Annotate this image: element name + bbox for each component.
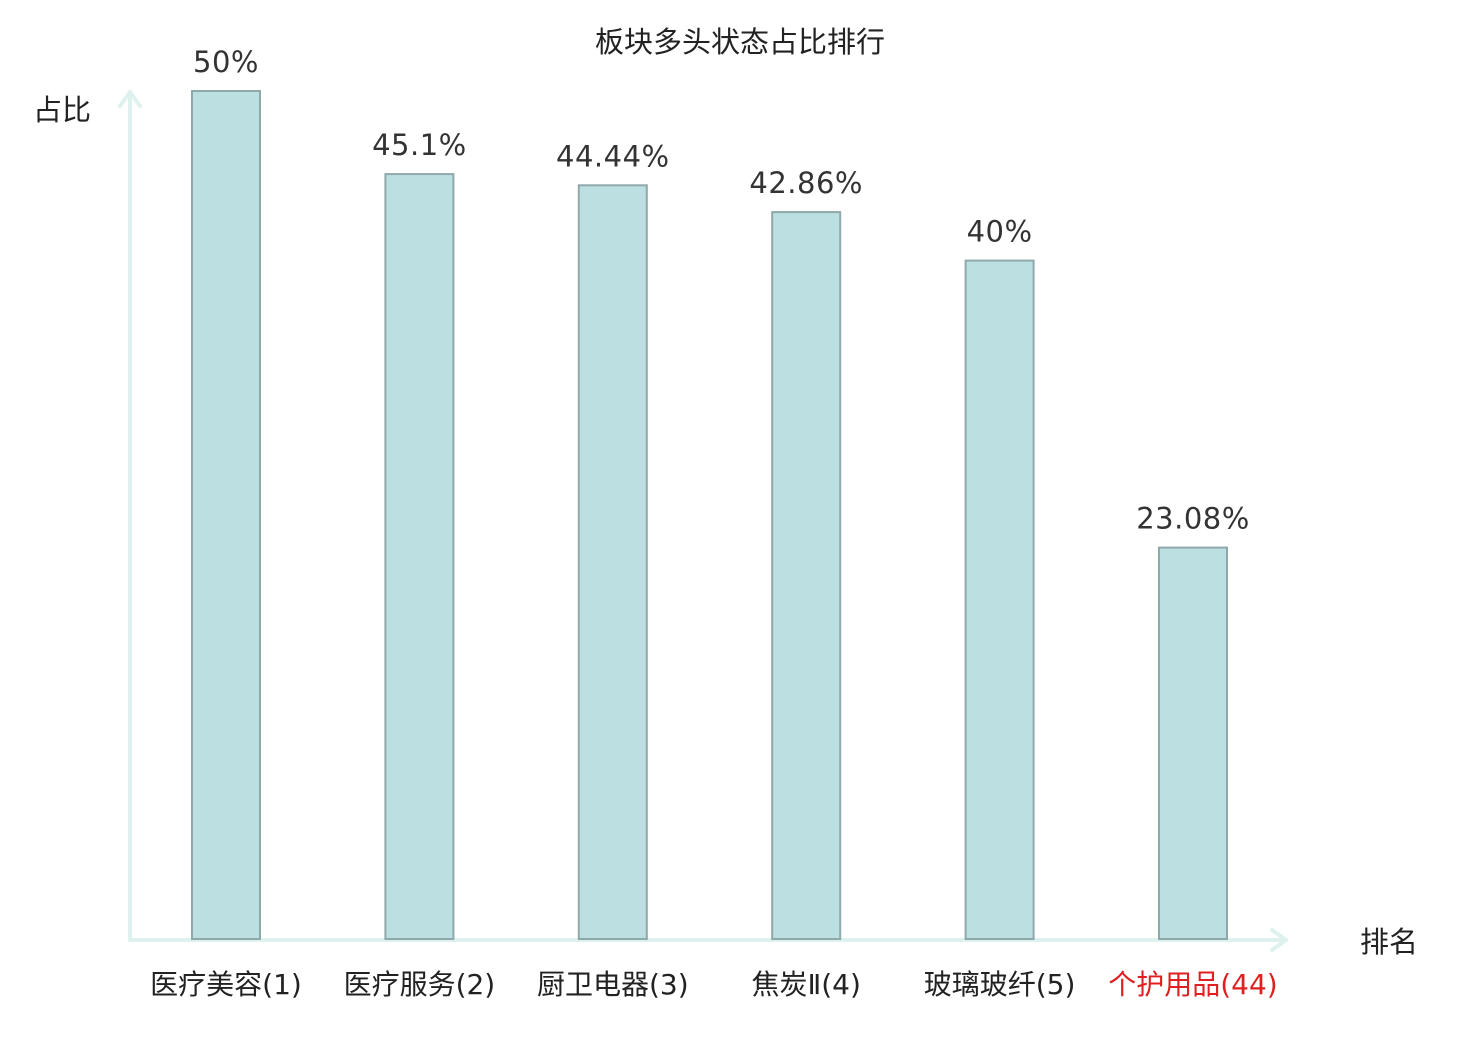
bar xyxy=(771,211,842,941)
x-axis-arrow-icon xyxy=(1270,928,1288,952)
category-label: 厨卫电器(3) xyxy=(537,968,689,1001)
y-axis-arrow-icon xyxy=(118,90,142,108)
y-axis xyxy=(118,90,142,940)
value-label: 40% xyxy=(967,215,1033,249)
value-label: 23.08% xyxy=(1136,502,1250,536)
bars-group xyxy=(191,90,1228,941)
value-labels-group: 50% 45.1% 44.44% 42.86% 40% 23.08% xyxy=(193,45,1250,536)
x-axis-label: 排名 xyxy=(1360,925,1418,959)
category-label: 玻璃玻纤(5) xyxy=(924,968,1076,1001)
x-axis xyxy=(128,928,1288,952)
value-label: 44.44% xyxy=(556,139,670,173)
category-label: 焦炭Ⅱ(4) xyxy=(751,968,860,1001)
y-axis-label: 占比 xyxy=(33,93,91,127)
bar xyxy=(577,184,648,941)
bar xyxy=(964,259,1035,941)
chart-title: 板块多头状态占比排行 xyxy=(595,25,885,59)
category-label: 个护用品(44) xyxy=(1108,968,1277,1001)
bar xyxy=(1158,546,1228,940)
value-label: 50% xyxy=(193,45,259,79)
category-label: 医疗服务(2) xyxy=(344,968,496,1001)
bar xyxy=(384,173,455,941)
category-labels-group: 医疗美容(1) 医疗服务(2) 厨卫电器(3) 焦炭Ⅱ(4) 玻璃玻纤(5) 个护用品(4… xyxy=(150,968,1278,1001)
value-label: 42.86% xyxy=(749,166,863,200)
category-label: 医疗美容(1) xyxy=(150,968,302,1001)
value-label: 45.1% xyxy=(372,128,467,162)
bar xyxy=(191,90,261,940)
